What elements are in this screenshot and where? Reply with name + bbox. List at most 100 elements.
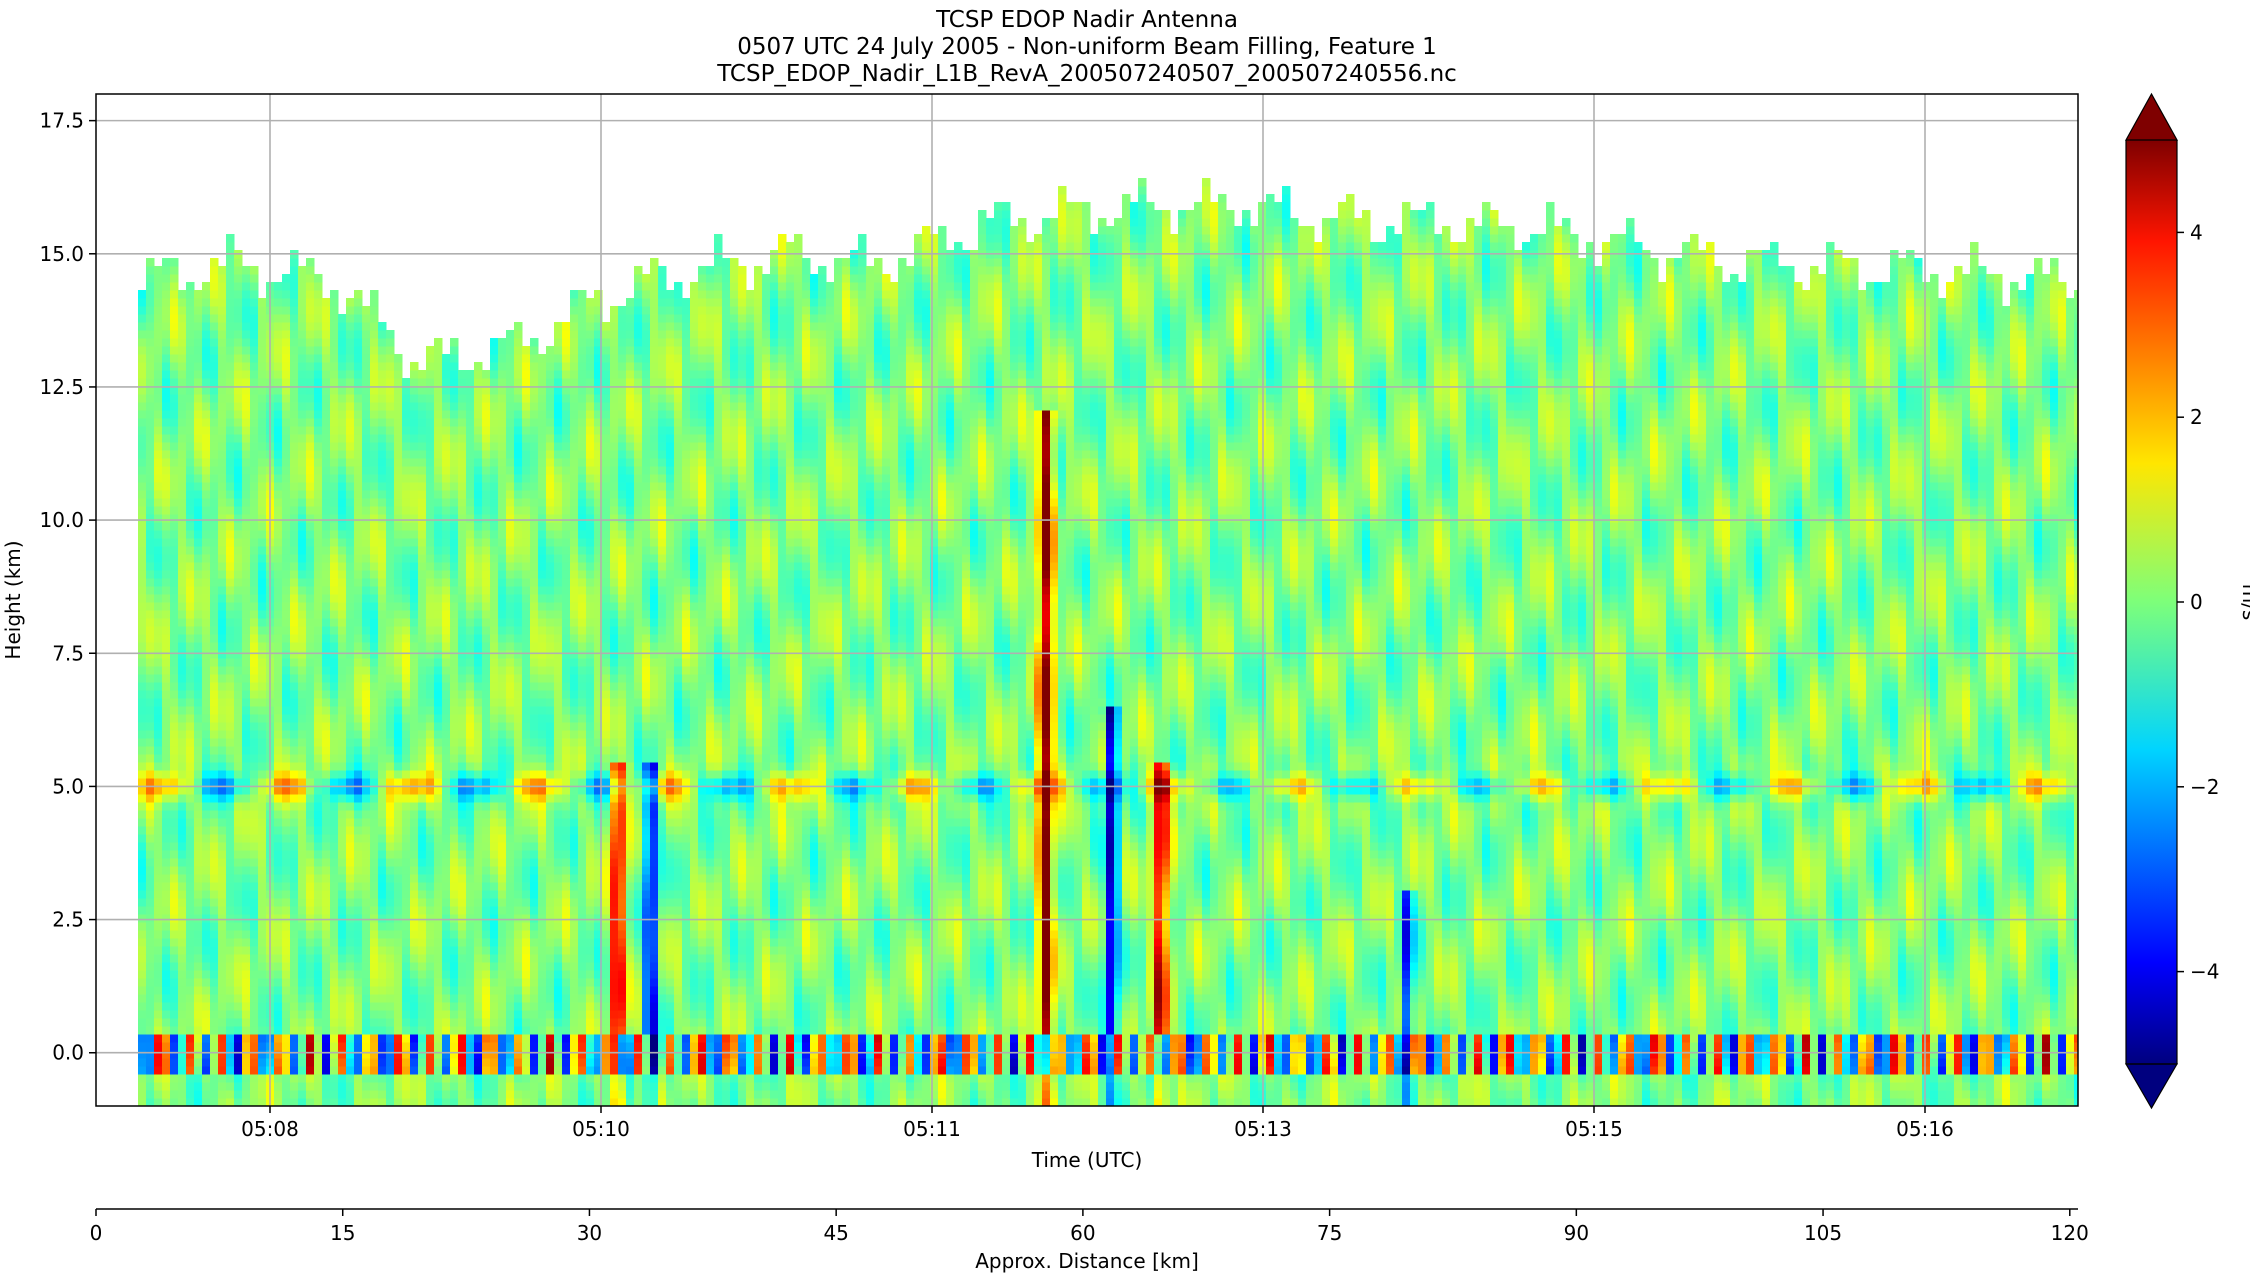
heatmap-cell bbox=[458, 706, 467, 715]
heatmap-cell bbox=[394, 530, 403, 539]
heatmap-cell bbox=[162, 930, 171, 939]
heatmap-cell bbox=[378, 642, 387, 651]
heatmap-cell bbox=[258, 698, 267, 707]
heatmap-cell bbox=[442, 946, 451, 955]
heatmap-cell bbox=[298, 1042, 307, 1051]
heatmap-cell bbox=[442, 714, 451, 723]
heatmap-cell bbox=[226, 442, 235, 451]
heatmap-cell bbox=[338, 1066, 347, 1075]
heatmap-cell bbox=[434, 778, 443, 787]
heatmap-cell bbox=[290, 298, 299, 307]
heatmap-cell bbox=[378, 450, 387, 459]
heatmap-cell bbox=[162, 1066, 171, 1075]
heatmap-cell bbox=[274, 802, 283, 811]
heatmap-cell bbox=[178, 802, 187, 811]
heatmap-cell bbox=[186, 818, 195, 827]
heatmap-cell bbox=[474, 370, 483, 379]
heatmap-cell bbox=[234, 778, 243, 787]
heatmap-cell bbox=[146, 394, 155, 403]
heatmap-cell bbox=[410, 586, 419, 595]
heatmap-cell bbox=[170, 850, 179, 859]
heatmap-cell bbox=[194, 906, 203, 915]
heatmap-cell bbox=[458, 738, 467, 747]
heatmap-cell bbox=[378, 594, 387, 603]
heatmap-cell bbox=[298, 906, 307, 915]
heatmap-cell bbox=[474, 466, 483, 475]
heatmap-cell bbox=[186, 642, 195, 651]
heatmap-cell bbox=[458, 866, 467, 875]
heatmap-cell bbox=[378, 938, 387, 947]
heatmap-cell bbox=[346, 330, 355, 339]
heatmap-cell bbox=[450, 954, 459, 963]
heatmap-cell bbox=[290, 1018, 299, 1027]
heatmap-cell bbox=[218, 602, 227, 611]
heatmap-cell bbox=[186, 882, 195, 891]
heatmap-cell bbox=[194, 538, 203, 547]
heatmap-cell bbox=[354, 578, 363, 587]
heatmap-cell bbox=[146, 538, 155, 547]
heatmap-cell bbox=[330, 418, 339, 427]
heatmap-cell bbox=[202, 906, 211, 915]
heatmap-cell bbox=[450, 794, 459, 803]
heatmap-cell bbox=[330, 890, 339, 899]
heatmap-cell bbox=[354, 978, 363, 987]
heatmap-cell bbox=[194, 946, 203, 955]
heatmap-cell bbox=[322, 658, 331, 667]
heatmap-cell bbox=[170, 930, 179, 939]
heatmap-cell bbox=[322, 498, 331, 507]
heatmap-cell bbox=[442, 538, 451, 547]
heatmap-cell bbox=[314, 1002, 323, 1011]
heatmap-cell bbox=[386, 922, 395, 931]
heatmap-cell bbox=[162, 722, 171, 731]
heatmap-cell bbox=[282, 554, 291, 563]
heatmap-cell bbox=[410, 1018, 419, 1027]
heatmap-cell bbox=[242, 410, 251, 419]
heatmap-cell bbox=[178, 546, 187, 555]
heatmap-cell bbox=[162, 594, 171, 603]
heatmap-cell bbox=[194, 962, 203, 971]
heatmap-cell bbox=[410, 938, 419, 947]
heatmap-cell bbox=[202, 578, 211, 587]
heatmap-cell bbox=[450, 1002, 459, 1011]
heatmap-cell bbox=[410, 866, 419, 875]
heatmap-cell bbox=[354, 1090, 363, 1099]
heatmap-cell bbox=[362, 978, 371, 987]
heatmap-cell bbox=[138, 882, 147, 891]
heatmap-cell bbox=[402, 522, 411, 531]
heatmap-cell bbox=[162, 746, 171, 755]
heatmap-cell bbox=[170, 490, 179, 499]
heatmap-cell bbox=[450, 650, 459, 659]
heatmap-cell bbox=[194, 1042, 203, 1051]
heatmap-cell bbox=[226, 786, 235, 795]
heatmap-cell bbox=[410, 522, 419, 531]
heatmap-cell bbox=[162, 562, 171, 571]
heatmap-cell bbox=[258, 634, 267, 643]
heatmap-cell bbox=[450, 338, 459, 347]
heatmap-cell bbox=[458, 978, 467, 987]
heatmap-cell bbox=[370, 1066, 379, 1075]
heatmap-cell bbox=[426, 394, 435, 403]
heatmap-cell bbox=[362, 466, 371, 475]
heatmap-cell bbox=[338, 722, 347, 731]
heatmap-cell bbox=[242, 546, 251, 555]
heatmap-cell bbox=[282, 306, 291, 315]
heatmap-cell bbox=[434, 482, 443, 491]
heatmap-cell bbox=[274, 394, 283, 403]
heatmap-cell bbox=[210, 794, 219, 803]
heatmap-cell bbox=[330, 1026, 339, 1035]
heatmap-cell bbox=[450, 506, 459, 515]
heatmap-cell bbox=[458, 658, 467, 667]
heatmap-cell bbox=[394, 850, 403, 859]
heatmap-cell bbox=[202, 858, 211, 867]
heatmap-cell bbox=[378, 394, 387, 403]
heatmap-cell bbox=[138, 354, 147, 363]
heatmap-cell bbox=[322, 1010, 331, 1019]
heatmap-cell bbox=[418, 522, 427, 531]
heatmap-cell bbox=[362, 874, 371, 883]
heatmap-cell bbox=[378, 1074, 387, 1083]
heatmap-cell bbox=[466, 458, 475, 467]
heatmap-cell bbox=[162, 314, 171, 323]
heatmap-cell bbox=[418, 978, 427, 987]
heatmap-cell bbox=[154, 266, 163, 275]
